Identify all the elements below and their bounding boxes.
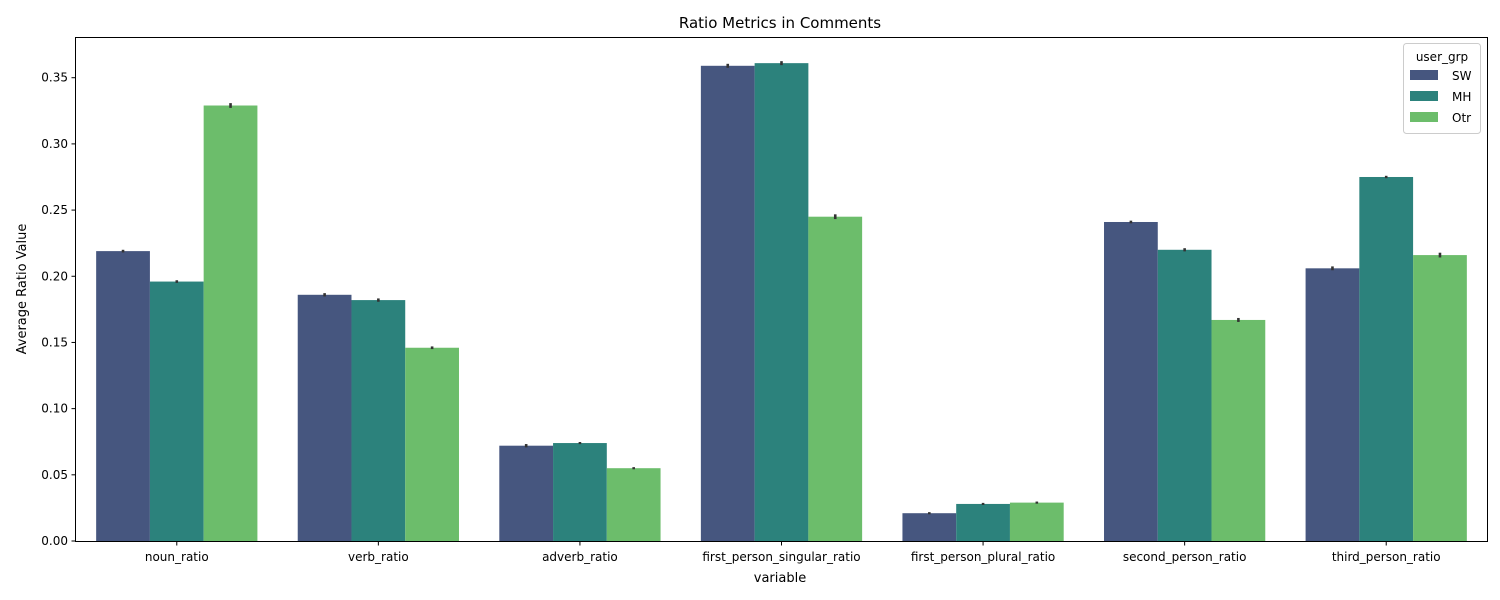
x-tick-label: noun_ratio	[145, 550, 209, 564]
chart-title: Ratio Metrics in Comments	[679, 14, 881, 32]
y-tick-label: 0.30	[41, 137, 68, 151]
x-tick-label: adverb_ratio	[542, 550, 618, 564]
y-tick-label: 0.05	[41, 468, 68, 482]
x-tick-label: first_person_plural_ratio	[911, 550, 1055, 564]
bar-Otr-adverb_ratio	[606, 468, 661, 541]
x-tick-label: first_person_singular_ratio	[702, 550, 860, 564]
legend-label-Otr: Otr	[1452, 111, 1471, 125]
bar-SW-verb_ratio	[297, 294, 352, 541]
legend-swatch-SW	[1410, 70, 1438, 80]
x-tick-label: second_person_ratio	[1123, 550, 1247, 564]
legend-box	[1403, 43, 1481, 134]
legend-label-SW: SW	[1452, 69, 1472, 83]
errorbars-group	[121, 61, 1442, 515]
bar-Otr-verb_ratio	[405, 347, 459, 541]
bar-SW-first_person_plural_ratio	[902, 513, 957, 541]
bar-Otr-noun_ratio	[203, 105, 258, 541]
y-tick-label: 0.00	[41, 534, 68, 548]
bars-group	[96, 63, 1467, 542]
bar-SW-first_person_singular_ratio	[700, 65, 755, 542]
bar-MH-third_person_ratio	[1359, 176, 1414, 541]
y-tick-label: 0.25	[41, 203, 68, 217]
bar-MH-first_person_plural_ratio	[956, 503, 1010, 541]
bar-SW-adverb_ratio	[499, 445, 554, 541]
legend-title: user_grp	[1416, 50, 1468, 64]
bar-Otr-first_person_plural_ratio	[1009, 502, 1064, 541]
bar-SW-second_person_ratio	[1104, 221, 1158, 541]
y-axis-label: Average Ratio Value	[15, 224, 30, 355]
legend-items: SW MH Otr	[1410, 69, 1472, 125]
y-tick-label: 0.15	[41, 335, 68, 349]
y-axis: 0.00 0.05 0.10 0.15 0.20 0.25 0.30 0.35	[41, 71, 76, 548]
bar-MH-first_person_singular_ratio	[754, 63, 809, 542]
y-tick-label: 0.35	[41, 71, 68, 85]
bar-SW-third_person_ratio	[1305, 268, 1360, 541]
bar-MH-verb_ratio	[351, 300, 406, 541]
bar-MH-noun_ratio	[149, 281, 204, 541]
bar-Otr-third_person_ratio	[1413, 255, 1467, 541]
x-tick-label: verb_ratio	[348, 550, 409, 564]
x-axis: noun_ratio verb_ratio adverb_ratio first_pe…	[145, 541, 1441, 564]
plot-frame	[75, 37, 1488, 542]
legend-swatch-MH	[1410, 91, 1438, 101]
x-tick-label: third_person_ratio	[1332, 550, 1441, 564]
bar-MH-second_person_ratio	[1157, 249, 1212, 541]
legend-label-MH: MH	[1452, 90, 1471, 104]
bar-Otr-first_person_singular_ratio	[808, 216, 863, 541]
bar-Otr-second_person_ratio	[1211, 319, 1266, 541]
y-tick-label: 0.20	[41, 269, 68, 283]
bar-SW-noun_ratio	[96, 251, 150, 541]
legend: user_grp SW MH Otr	[1403, 43, 1481, 134]
x-axis-label: variable	[754, 571, 806, 586]
legend-swatch-Otr	[1410, 112, 1438, 122]
y-tick-label: 0.10	[41, 402, 68, 416]
bar-MH-adverb_ratio	[553, 443, 607, 541]
